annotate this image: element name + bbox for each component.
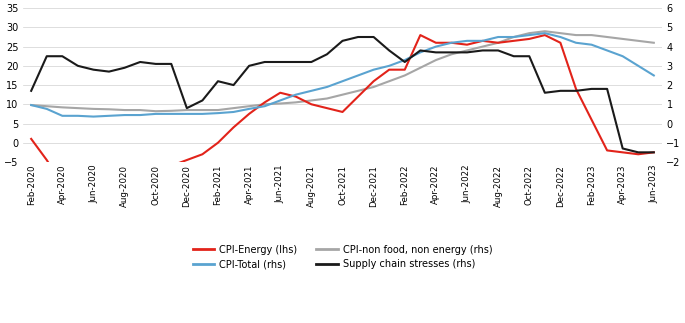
Legend: CPI-Energy (lhs), CPI-Total (rhs), CPI-non food, non energy (rhs), Supply chain : CPI-Energy (lhs), CPI-Total (rhs), CPI-n…	[189, 241, 496, 273]
